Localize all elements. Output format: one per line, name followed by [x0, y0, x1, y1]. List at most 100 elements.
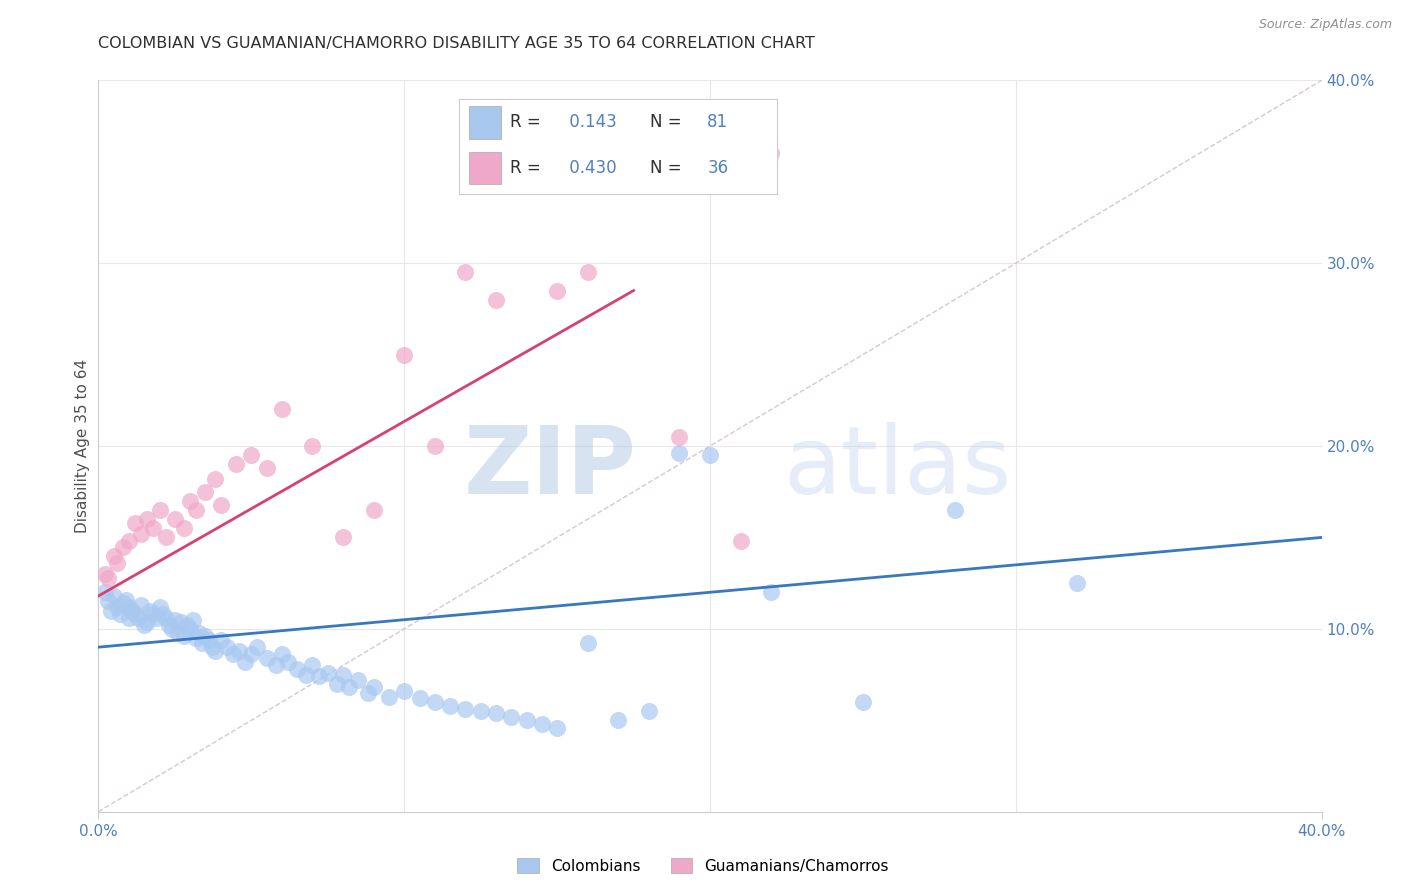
Point — [607, 165, 630, 179]
Point — [699, 448, 721, 462]
Y-axis label: Disability Age 35 to 64: Disability Age 35 to 64 — [75, 359, 90, 533]
Point — [105, 556, 128, 570]
Point — [326, 676, 349, 690]
Point — [316, 665, 339, 680]
Point — [228, 644, 250, 658]
Point — [111, 540, 134, 554]
Point — [145, 611, 167, 625]
Point — [194, 629, 217, 643]
Point — [142, 521, 165, 535]
Point — [392, 348, 416, 362]
Point — [136, 615, 159, 629]
Point — [170, 615, 193, 629]
Text: Source: ZipAtlas.com: Source: ZipAtlas.com — [1258, 18, 1392, 31]
Point — [160, 622, 183, 636]
Point — [233, 655, 256, 669]
Point — [179, 493, 201, 508]
Point — [852, 695, 875, 709]
Point — [1066, 576, 1088, 591]
Point — [209, 632, 232, 647]
Point — [363, 503, 385, 517]
Point — [530, 717, 553, 731]
Point — [392, 684, 416, 698]
Point — [256, 651, 278, 665]
Point — [149, 599, 172, 614]
Point — [546, 721, 568, 735]
Point — [730, 534, 752, 549]
Point — [668, 430, 690, 444]
Point — [115, 592, 138, 607]
Point — [246, 640, 269, 655]
Point — [129, 598, 152, 612]
Point — [118, 611, 141, 625]
Point — [332, 667, 354, 681]
Point — [576, 265, 599, 279]
Point — [576, 636, 599, 650]
Point — [97, 571, 120, 585]
Point — [134, 618, 156, 632]
Point — [256, 461, 278, 475]
Point — [295, 667, 318, 681]
Point — [516, 714, 538, 728]
Point — [337, 681, 360, 695]
Point — [155, 530, 177, 544]
Point — [270, 648, 292, 662]
Text: atlas: atlas — [783, 422, 1012, 514]
Point — [222, 648, 245, 662]
Point — [129, 526, 152, 541]
Point — [100, 603, 122, 617]
Point — [204, 644, 226, 658]
Point — [197, 632, 219, 647]
Point — [454, 702, 477, 716]
Point — [108, 607, 131, 622]
Point — [485, 706, 508, 720]
Point — [118, 534, 141, 549]
Point — [111, 596, 134, 610]
Point — [240, 448, 263, 462]
Point — [301, 658, 323, 673]
Point — [277, 655, 299, 669]
Point — [485, 293, 508, 307]
Point — [439, 698, 461, 713]
Point — [124, 607, 146, 622]
Point — [943, 503, 966, 517]
Point — [332, 530, 354, 544]
Point — [423, 695, 446, 709]
Text: ZIP: ZIP — [464, 422, 637, 514]
Point — [121, 603, 143, 617]
Legend: Colombians, Guamanians/Chamorros: Colombians, Guamanians/Chamorros — [510, 852, 896, 880]
Point — [285, 662, 308, 676]
Point — [173, 629, 195, 643]
Point — [270, 402, 292, 417]
Point — [308, 669, 330, 683]
Point — [264, 658, 287, 673]
Point — [176, 618, 198, 632]
Point — [157, 618, 180, 632]
Point — [759, 585, 782, 599]
Point — [200, 640, 222, 655]
Point — [124, 516, 146, 530]
Point — [186, 631, 208, 645]
Point — [142, 607, 165, 622]
Point — [378, 690, 401, 704]
Point — [103, 589, 125, 603]
Text: COLOMBIAN VS GUAMANIAN/CHAMORRO DISABILITY AGE 35 TO 64 CORRELATION CHART: COLOMBIAN VS GUAMANIAN/CHAMORRO DISABILI… — [98, 36, 815, 51]
Point — [209, 498, 232, 512]
Point — [240, 648, 263, 662]
Point — [136, 512, 159, 526]
Point — [103, 549, 125, 563]
Point — [155, 611, 177, 625]
Point — [501, 709, 523, 723]
Point — [93, 585, 115, 599]
Point — [423, 439, 446, 453]
Point — [105, 599, 128, 614]
Point — [118, 599, 141, 614]
Point — [139, 603, 162, 617]
Point — [204, 472, 226, 486]
Point — [408, 691, 430, 706]
Point — [759, 146, 782, 161]
Point — [470, 704, 492, 718]
Point — [173, 521, 195, 535]
Point — [188, 625, 211, 640]
Point — [668, 446, 690, 460]
